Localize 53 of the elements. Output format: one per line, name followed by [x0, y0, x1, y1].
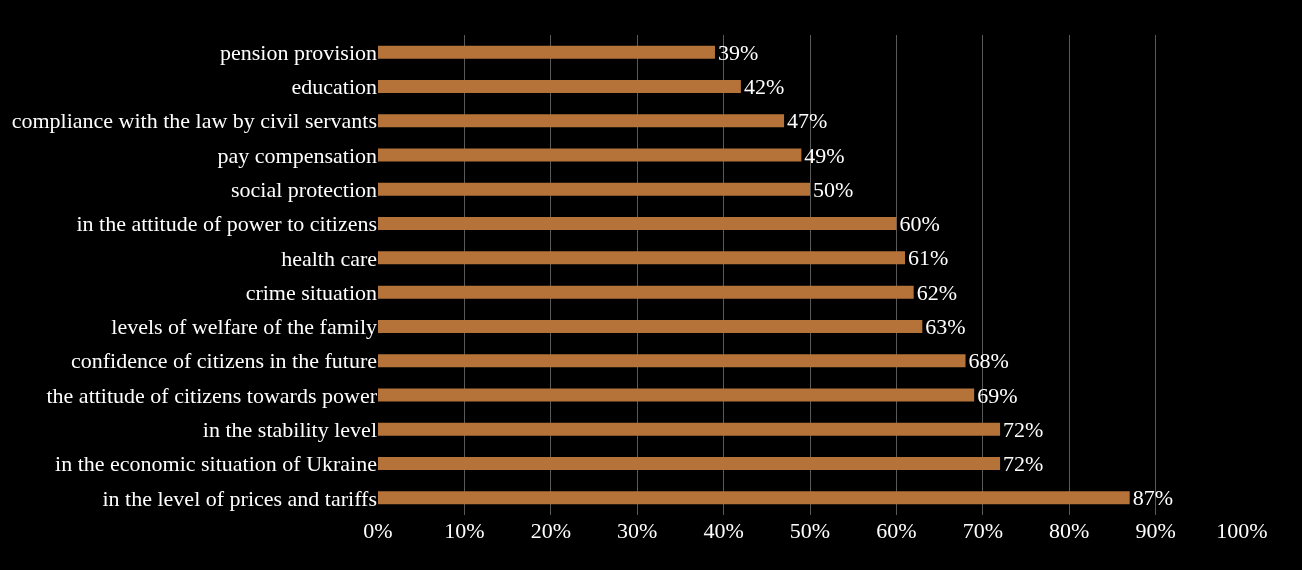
data-label: 72%: [1003, 451, 1044, 477]
y-tick-label: levels of welfare of the family: [111, 314, 377, 340]
x-tick-label: 30%: [617, 518, 658, 543]
x-tick-label: 70%: [962, 518, 1003, 543]
x-tick-label: 90%: [1135, 518, 1176, 543]
x-tick-label: 0%: [363, 518, 393, 543]
x-tick-label: 10%: [444, 518, 485, 543]
data-label: 69%: [977, 382, 1018, 408]
y-tick-label: confidence of citizens in the future: [70, 348, 377, 374]
x-tick-label: 50%: [789, 518, 831, 543]
x-tick-label: 40%: [703, 518, 744, 543]
y-tick-label: education: [291, 74, 377, 100]
y-tick-label: pay compensation: [217, 142, 377, 168]
bar: [378, 491, 1130, 505]
bar: [378, 148, 802, 162]
y-tick-label: compliance with the law by civil servants: [11, 108, 377, 134]
y-tick-label: in the economic situation of Ukraine: [55, 451, 377, 477]
bar: [378, 457, 1001, 471]
bar: [378, 319, 923, 333]
x-tick-label: 80%: [1049, 518, 1090, 543]
y-tick-label: health care: [281, 245, 377, 271]
data-label: 63%: [925, 313, 966, 339]
data-label: 61%: [908, 245, 949, 271]
y-tick-label: crime situation: [245, 279, 377, 305]
data-label: 62%: [916, 279, 958, 305]
y-tick-label: in the level of prices and tariffs: [102, 485, 377, 511]
data-label: 47%: [787, 108, 828, 134]
data-label: 68%: [968, 348, 1009, 374]
data-label: 87%: [1132, 485, 1174, 511]
bar: [378, 251, 906, 265]
bar: [378, 182, 810, 196]
bar: [378, 388, 975, 402]
bar: [378, 45, 715, 59]
y-tick-label: social protection: [230, 176, 377, 202]
bar: [378, 285, 914, 299]
bar: [378, 354, 966, 368]
y-tick-label: pension provision: [219, 39, 377, 65]
bar: [378, 422, 1001, 436]
bar: [378, 79, 741, 93]
data-label: 60%: [899, 211, 940, 237]
data-label: 49%: [804, 142, 845, 168]
x-tick-label: 100%: [1216, 518, 1268, 543]
data-label: 50%: [813, 176, 854, 202]
y-tick-label: in the attitude of power to citizens: [76, 211, 377, 237]
y-tick-label: the attitude of citizens towards power: [46, 382, 378, 408]
x-tick-label: 60%: [876, 518, 917, 543]
bar: [378, 114, 785, 128]
data-label: 42%: [743, 73, 785, 99]
data-label: 72%: [1003, 416, 1044, 442]
bar: [378, 217, 897, 231]
y-tick-label: in the stability level: [202, 416, 377, 442]
x-tick-label: 20%: [530, 518, 571, 543]
data-label: 39%: [717, 39, 759, 65]
